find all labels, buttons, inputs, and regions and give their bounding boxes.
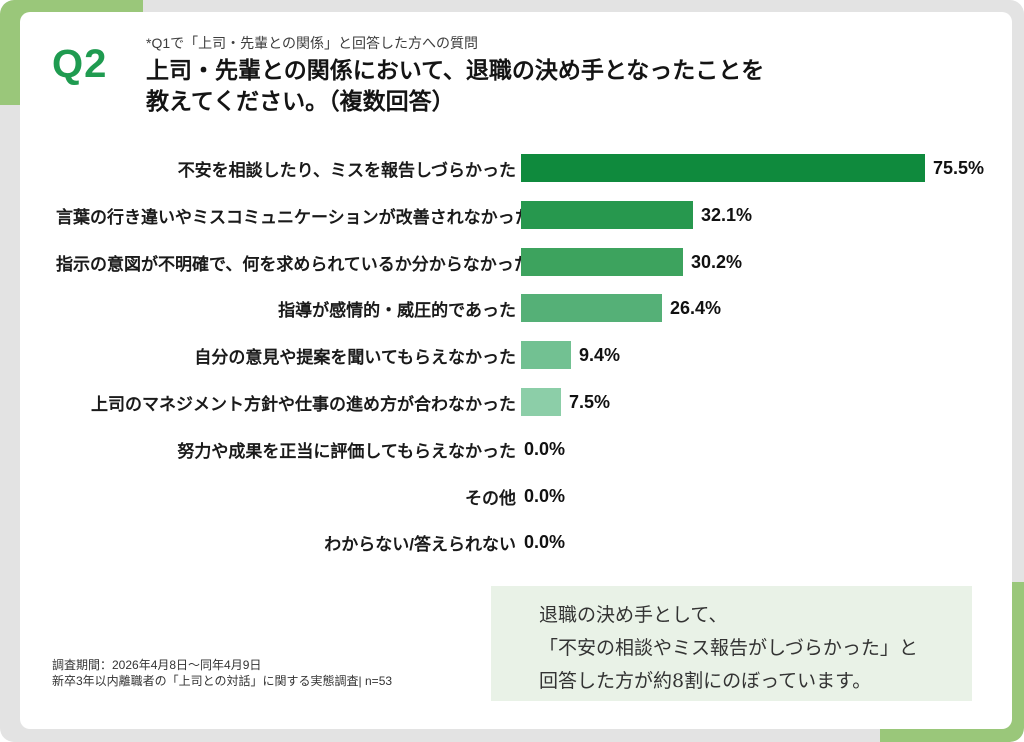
bar-value: 30.2% bbox=[691, 251, 743, 272]
chart-row: わからない/答えられない 0.0% bbox=[56, 528, 565, 556]
question-title-line1: 上司・先輩との関係において、退職の決め手となったことを bbox=[146, 57, 765, 83]
question-number: Q2 bbox=[52, 42, 108, 86]
chart-row: その他 0.0% bbox=[56, 482, 565, 510]
bar-category-label: 自分の意見や提案を聞いてもらえなかった bbox=[194, 347, 516, 367]
bar-category-label: 指導が感情的・威圧的であった bbox=[278, 300, 516, 320]
bar-category-label: 指示の意図が不明確で、何を求められているか分からなかった bbox=[56, 254, 531, 274]
chart-row: 努力や成果を正当に評価してもらえなかった 0.0% bbox=[56, 435, 565, 463]
bar bbox=[521, 154, 925, 182]
content-card: Q2 *Q1で「上司・先輩との関係」と回答した方への質問 上司・先輩との関係にお… bbox=[20, 12, 1012, 729]
chart-row: 上司のマネジメント方針や仕事の進め方が合わなかった 7.5% bbox=[56, 388, 610, 416]
bar bbox=[521, 294, 662, 322]
bar-value: 26.4% bbox=[670, 297, 722, 318]
bar-value: 75.5% bbox=[933, 157, 985, 178]
bar-value: 7.5% bbox=[569, 391, 611, 412]
bar-category-label: 努力や成果を正当に評価してもらえなかった bbox=[177, 441, 516, 461]
chart-row: 指導が感情的・威圧的であった 26.4% bbox=[56, 294, 721, 322]
bar-category-label: 上司のマネジメント方針や仕事の進め方が合わなかった bbox=[91, 394, 516, 414]
question-title: 上司・先輩との関係において、退職の決め手となったことを 教えてください。（複数回… bbox=[146, 55, 764, 117]
chart-row: 言葉の行き違いやミスコミュニケーションが改善されなかった 32.1% bbox=[56, 201, 752, 229]
bar-chart: 不安を相談したり、ミスを報告しづらかった 75.5% 言葉の行き違いやミスコミュニケ… bbox=[56, 154, 986, 594]
survey-footnote: 調査期間：2026年4月8日～同年4月9日 新卒3年以内離職者の「上司との対話」… bbox=[52, 657, 392, 689]
bar-category-label: その他 bbox=[465, 488, 516, 508]
bar-category-label: 不安を相談したり、ミスを報告しづらかった bbox=[177, 160, 516, 180]
note-line-1: 退職の決め手として、 bbox=[539, 604, 728, 626]
bar-category-label: 言葉の行き違いやミスコミュニケーションが改善されなかった bbox=[56, 207, 532, 227]
bar-value: 0.0% bbox=[524, 438, 566, 459]
bar-value: 9.4% bbox=[579, 344, 621, 365]
note-line-2: 「不安の相談やミス報告がしづらかった」と bbox=[539, 637, 918, 659]
chart-row: 不安を相談したり、ミスを報告しづらかった 75.5% bbox=[56, 154, 984, 182]
chart-row: 指示の意図が不明確で、何を求められているか分からなかった 30.2% bbox=[56, 248, 742, 276]
bar bbox=[521, 248, 683, 276]
bar bbox=[521, 341, 571, 369]
chart-row: 自分の意見や提案を聞いてもらえなかった 9.4% bbox=[56, 341, 620, 369]
survey-name: 新卒3年以内離職者の「上司との対話」に関する実態調査| n=53 bbox=[52, 674, 393, 688]
summary-note-box: 退職の決め手として、 「不安の相談やミス報告がしづらかった」と 回答した方が約8… bbox=[491, 586, 972, 701]
question-precondition: *Q1で「上司・先輩との関係」と回答した方への質問 bbox=[146, 35, 478, 51]
bar-value: 0.0% bbox=[524, 485, 566, 506]
bar-category-label: わからない/答えられない bbox=[324, 534, 516, 554]
bar-value: 32.1% bbox=[701, 204, 753, 225]
note-line-3: 回答した方が約8割にのぼっています。 bbox=[539, 670, 872, 692]
summary-note-text: 退職の決め手として、 「不安の相談やミス報告がしづらかった」と 回答した方が約8… bbox=[491, 586, 972, 698]
question-title-line2: 教えてください。（複数回答） bbox=[146, 88, 455, 114]
survey-period: 調査期間：2026年4月8日～同年4月9日 bbox=[52, 658, 262, 672]
bar bbox=[521, 201, 693, 229]
bar bbox=[521, 388, 561, 416]
bar-value: 0.0% bbox=[524, 531, 566, 552]
